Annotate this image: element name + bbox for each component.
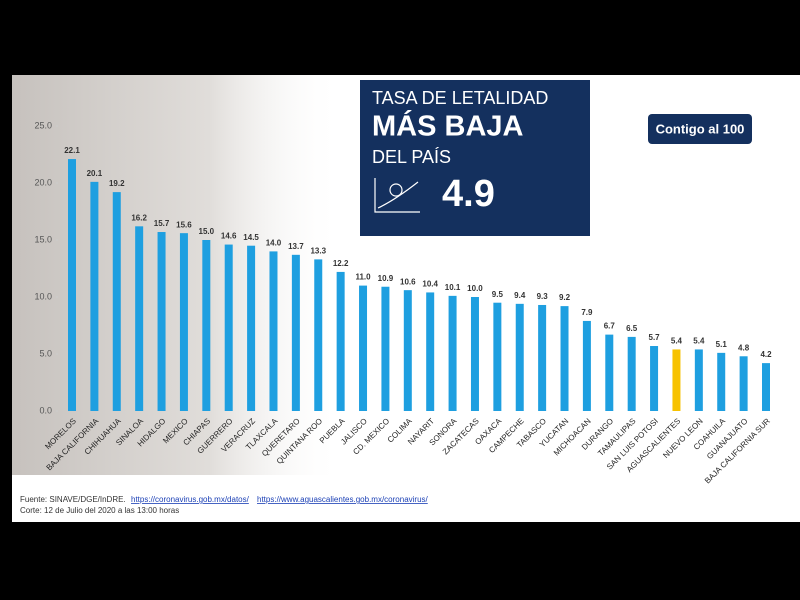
bar <box>135 226 144 411</box>
bar <box>403 290 412 411</box>
bar <box>68 159 76 411</box>
value-label: 15.0 <box>199 227 215 236</box>
value-label: 6.7 <box>604 322 616 331</box>
cutoff: Corte: 12 de Julio del 2020 a las 13:00 … <box>20 506 179 515</box>
bar <box>336 271 345 411</box>
bar <box>717 352 726 411</box>
value-label: 22.1 <box>64 146 80 155</box>
bar <box>650 346 659 411</box>
bar <box>179 233 188 411</box>
bar <box>538 304 547 411</box>
value-label: 20.1 <box>87 169 103 178</box>
bar <box>247 245 256 411</box>
value-label: 10.0 <box>467 284 483 293</box>
value-label: 5.7 <box>649 333 661 342</box>
bar <box>291 254 300 411</box>
bar <box>672 349 681 411</box>
bar <box>582 320 591 411</box>
title-line: DEL PAÍS <box>372 147 451 167</box>
bar <box>560 306 569 411</box>
bar <box>493 302 502 411</box>
value-label: 16.2 <box>131 213 147 222</box>
chart-icon <box>374 178 420 213</box>
bar <box>426 292 435 411</box>
title-line: TASA DE LETALIDAD <box>372 88 548 108</box>
y-tick-label: 25.0 <box>34 120 52 130</box>
bar <box>627 336 636 411</box>
value-label: 11.0 <box>355 273 371 282</box>
logo-text: Contigo al 100 <box>656 121 745 136</box>
y-tick-label: 5.0 <box>39 348 52 358</box>
bar <box>157 232 166 411</box>
value-label: 15.7 <box>154 219 170 228</box>
y-tick-label: 0.0 <box>39 405 52 415</box>
source-link[interactable]: https://www.aguascalientes.gob.mx/corona… <box>257 495 429 504</box>
value-label: 5.4 <box>693 337 705 346</box>
title-box <box>360 80 590 236</box>
value-label: 9.5 <box>492 290 504 299</box>
headline-value: 4.9 <box>442 173 495 215</box>
y-tick-label: 10.0 <box>34 291 52 301</box>
bar <box>90 181 99 411</box>
value-label: 9.3 <box>537 292 549 301</box>
source-link[interactable]: https://coronavirus.gob.mx/datos/ <box>131 495 250 504</box>
bar <box>224 244 233 411</box>
value-label: 15.6 <box>176 220 192 229</box>
value-label: 10.9 <box>378 274 394 283</box>
bar <box>359 285 368 411</box>
value-label: 5.1 <box>716 340 728 349</box>
title-line: MÁS BAJA <box>372 109 524 143</box>
logo <box>648 114 752 144</box>
value-label: 10.1 <box>445 283 461 292</box>
value-label: 14.6 <box>221 232 237 241</box>
value-label: 14.0 <box>266 239 282 248</box>
bar <box>112 192 121 411</box>
bar <box>694 349 703 411</box>
bar <box>739 356 748 411</box>
y-tick-label: 15.0 <box>34 234 52 244</box>
value-label: 10.4 <box>422 280 438 289</box>
background-photo <box>12 75 342 475</box>
bar <box>605 334 614 411</box>
bar <box>448 295 457 411</box>
value-label: 6.5 <box>626 324 638 333</box>
value-label: 14.5 <box>243 233 259 242</box>
value-label: 5.4 <box>671 337 683 346</box>
value-label: 19.2 <box>109 179 125 188</box>
value-label: 4.2 <box>760 350 772 359</box>
value-label: 13.3 <box>310 246 326 255</box>
value-label: 12.2 <box>333 259 349 268</box>
bar <box>269 251 278 411</box>
value-label: 7.9 <box>581 308 593 317</box>
bar <box>202 240 211 411</box>
value-label: 9.2 <box>559 293 571 302</box>
value-label: 9.4 <box>514 291 526 300</box>
value-label: 4.8 <box>738 343 750 352</box>
value-label: 13.7 <box>288 242 304 251</box>
source: Fuente: SINAVE/DGE/InDRE. <box>20 495 126 504</box>
bar <box>470 297 479 411</box>
value-label: 10.6 <box>400 277 416 286</box>
y-tick-label: 20.0 <box>34 177 52 187</box>
bar <box>515 303 524 411</box>
bar <box>314 259 323 411</box>
bar <box>762 363 770 411</box>
bar <box>381 286 390 411</box>
